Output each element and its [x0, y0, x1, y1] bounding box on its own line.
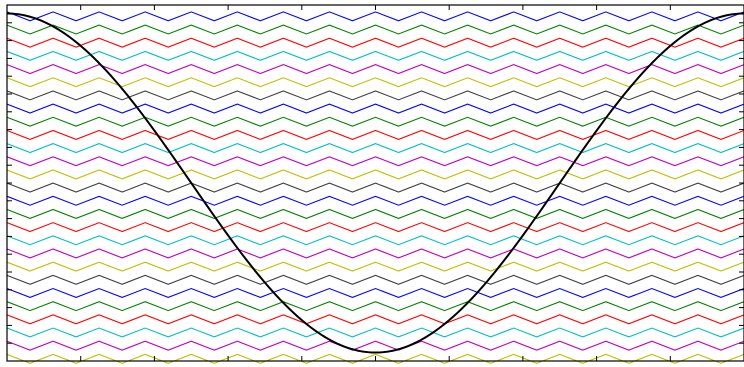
- zigzag-series-4: [6, 50, 744, 61]
- zigzag-series-14: [6, 182, 744, 193]
- zigzag-series-12: [6, 156, 744, 167]
- zigzag-series-13: [6, 169, 744, 180]
- zigzag-series-2: [6, 24, 744, 35]
- zigzag-series-16: [6, 208, 744, 219]
- zigzag-series-8: [6, 103, 744, 114]
- zigzag-series-3: [6, 37, 744, 48]
- cosine-curve: [6, 12, 744, 354]
- plot-frame: [6, 4, 744, 362]
- zigzag-series-25: [6, 327, 744, 338]
- zigzag-series-7: [6, 90, 744, 101]
- zigzag-series-22: [6, 287, 744, 298]
- cosine-curve-group: [6, 12, 744, 354]
- zigzag-series-26: [6, 340, 744, 351]
- zigzag-series-group: [6, 11, 744, 364]
- axis-ticks: [7, 5, 744, 361]
- zigzag-series-17: [6, 222, 744, 233]
- zigzag-series-1: [6, 11, 744, 22]
- zigzag-series-18: [6, 235, 744, 246]
- zigzag-series-19: [6, 248, 744, 259]
- zigzag-series-9: [6, 116, 744, 127]
- zigzag-series-15: [6, 195, 744, 206]
- zigzag-series-20: [6, 261, 744, 272]
- zigzag-series-11: [6, 143, 744, 154]
- zigzag-series-6: [6, 77, 744, 88]
- zigzag-series-10: [6, 129, 744, 140]
- zigzag-series-27: [6, 353, 744, 364]
- zigzag-series-23: [6, 301, 744, 312]
- zigzag-series-5: [6, 64, 744, 75]
- zigzag-series-21: [6, 274, 744, 285]
- zigzag-series-24: [6, 314, 744, 325]
